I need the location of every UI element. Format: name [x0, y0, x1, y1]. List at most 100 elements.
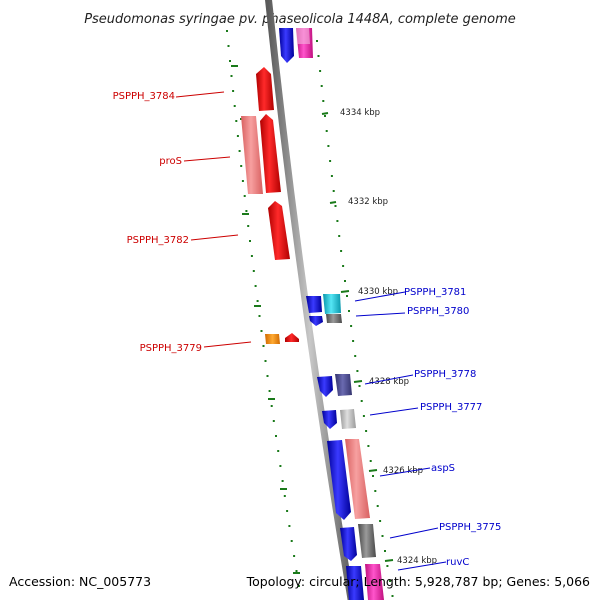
guide-dot: [354, 355, 357, 357]
guide-dot: [229, 60, 231, 62]
gene-arrow[interactable]: [268, 201, 290, 260]
guide-dot: [374, 490, 377, 492]
guide-dot: [327, 145, 330, 147]
scale-ticks: [321, 112, 394, 562]
guide-dot: [260, 330, 263, 332]
gene-arrow[interactable]: [256, 67, 274, 111]
guide-dot: [262, 345, 265, 347]
gene-label-pspph-3778[interactable]: PSPPH_3778: [414, 369, 476, 380]
scale-label: 4326 kbp: [383, 466, 423, 476]
guide-dot: [350, 325, 353, 327]
gene-arrow[interactable]: [279, 28, 294, 63]
guide-dash: [231, 65, 238, 67]
topology-text: Topology: circular; Length: 5,928,787 bp…: [246, 574, 590, 589]
guide-dot: [365, 430, 368, 432]
gene-label-pspph-3784[interactable]: PSPPH_3784: [113, 91, 175, 102]
guide-dot: [391, 595, 394, 597]
guide-dot: [245, 210, 248, 212]
gene-arrow[interactable]: [317, 376, 333, 397]
guide-dot: [268, 390, 271, 392]
gene-arrow[interactable]: [345, 439, 370, 519]
guide-dot: [334, 205, 337, 207]
guide-dot: [252, 270, 255, 272]
guide-dot: [348, 310, 350, 312]
guide-dot: [362, 415, 365, 417]
guide-dot: [256, 300, 259, 302]
gene-arrow[interactable]: [296, 28, 310, 44]
guide-dot: [384, 550, 386, 552]
guide-dot: [340, 250, 343, 252]
gene-label-pspph-3782[interactable]: PSPPH_3782: [127, 235, 189, 246]
right-label-lines: [354, 291, 447, 571]
genome-backbone: [265, 0, 355, 600]
guide-dot: [336, 220, 339, 222]
map-title: Pseudomonas syringae pv. phaseolicola 14…: [84, 12, 516, 27]
guide-dot: [338, 235, 341, 237]
gene-label-asps[interactable]: aspS: [431, 463, 455, 474]
guide-dot: [250, 255, 253, 257]
guide-dot: [322, 100, 325, 102]
dotted-guide-arcs: [226, 30, 394, 597]
guide-dash: [293, 572, 300, 574]
scale-label: 4332 kbp: [348, 197, 388, 207]
scale-label: 4324 kbp: [397, 556, 437, 566]
gene-arrow[interactable]: [309, 316, 323, 326]
guide-dot: [386, 565, 389, 567]
gene-arrow[interactable]: [335, 374, 352, 396]
guide-dot: [342, 265, 345, 267]
guide-dot: [376, 505, 379, 507]
guide-dot: [266, 375, 269, 377]
guide-dot: [352, 340, 355, 342]
gene-arrow[interactable]: [285, 333, 299, 342]
guide-dot: [241, 180, 244, 182]
gene-label-ruvc[interactable]: ruvC: [446, 557, 469, 568]
gene-arrow[interactable]: [365, 564, 384, 600]
gene-arrow[interactable]: [340, 409, 356, 429]
gene-label-pspph-3780[interactable]: PSPPH_3780: [407, 306, 469, 317]
guide-dash: [268, 398, 275, 400]
gene-arrow[interactable]: [340, 527, 357, 561]
guide-dot: [232, 90, 235, 92]
guide-dot: [379, 520, 382, 522]
guide-dot: [249, 240, 251, 242]
gene-label-pspph-3777[interactable]: PSPPH_3777: [420, 402, 482, 413]
gene-arrow[interactable]: [322, 410, 337, 429]
guide-dot: [281, 480, 284, 482]
gene-arrow[interactable]: [306, 296, 322, 313]
gene-arrow[interactable]: [265, 334, 280, 344]
guide-dot: [270, 405, 273, 407]
guide-dash: [254, 305, 261, 307]
guide-dot: [283, 495, 286, 497]
gene-label-pspph-3781[interactable]: PSPPH_3781: [404, 287, 466, 298]
guide-dot: [247, 225, 250, 227]
guide-dot: [236, 135, 239, 137]
accession-text: Accession: NC_005773: [9, 574, 151, 589]
gene-arrow[interactable]: [358, 524, 376, 558]
guide-dot: [356, 370, 359, 372]
guide-dot: [240, 165, 243, 167]
guide-dot: [372, 475, 374, 477]
guide-dot: [297, 585, 300, 587]
gene-arrow[interactable]: [241, 116, 263, 194]
guide-dot: [346, 295, 348, 297]
gene-arrow[interactable]: [327, 440, 351, 520]
guide-dot: [233, 105, 236, 107]
gene-arrow[interactable]: [326, 314, 342, 323]
guide-dot: [277, 450, 280, 452]
guide-dot: [330, 175, 333, 177]
guide-dot: [319, 70, 322, 72]
gene-arrow[interactable]: [346, 566, 364, 600]
guide-dot: [369, 460, 372, 462]
scale-label: 4328 kbp: [369, 377, 409, 387]
gene-label-pspph-3775[interactable]: PSPPH_3775: [439, 522, 501, 533]
guide-dot: [235, 120, 238, 122]
gene-label-pros[interactable]: proS: [159, 156, 182, 167]
guide-dot: [238, 150, 241, 152]
guide-dot: [227, 45, 230, 47]
guide-dot: [295, 570, 298, 572]
gene-arrow[interactable]: [323, 294, 341, 314]
gene-label-pspph-3779[interactable]: PSPPH_3779: [140, 343, 202, 354]
gene-arrow[interactable]: [260, 114, 281, 193]
guide-dot: [381, 535, 384, 537]
